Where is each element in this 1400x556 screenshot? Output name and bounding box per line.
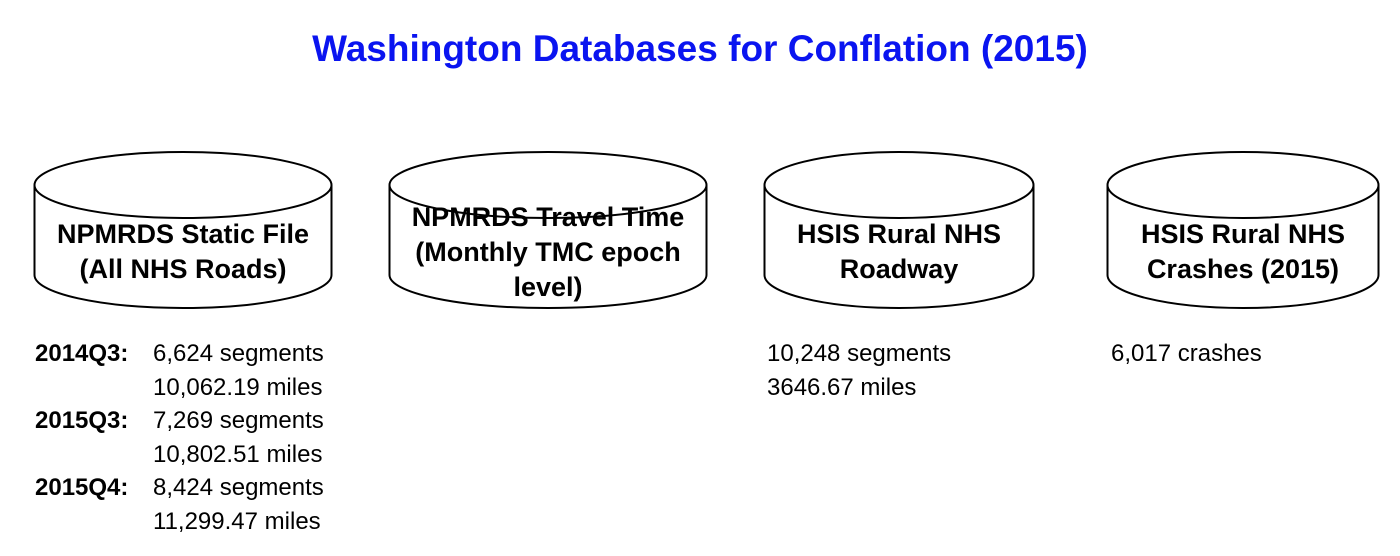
static-file-stats: 2014Q3: 6,624 segments 10,062.19 miles 2… [35,337,324,538]
database-label: HSIS Rural NHS Crashes (2015) [1106,217,1380,287]
stats-period: 2015Q3: [35,407,129,434]
stats-value: 8,424 segments [153,474,324,501]
cylinder-shape [1106,151,1380,309]
database-label-line: HSIS Rural NHS [796,219,1002,249]
database-label: HSIS Rural NHS Roadway [763,217,1035,287]
database-label-line: Crashes (2015) [1146,254,1340,284]
database-hsis-rural-nhs-roadway: HSIS Rural NHS Roadway [763,140,1035,320]
database-label-line: level) [513,272,583,302]
database-label: NPMRDS Static File (All NHS Roads) [33,217,333,287]
cylinder-shape [33,151,333,309]
database-label-line: (Monthly TMC epoch [415,237,681,267]
roadway-stats: 10,248 segments 3646.67 miles [767,337,951,404]
database-npmrds-travel-time: NPMRDS Travel Time (Monthly TMC epoch le… [388,140,708,320]
stats-row: 2015Q3: 7,269 segments 10,802.51 miles [35,404,324,471]
stats-period: 2015Q4: [35,474,129,501]
database-label-line: (All NHS Roads) [79,254,287,284]
stats-value: 10,802.51 miles [153,440,323,468]
stats-value: 10,248 segments [767,340,952,367]
database-npmrds-static-file: NPMRDS Static File (All NHS Roads) [33,140,333,320]
diagram-title: Washington Databases for Conflation (201… [312,28,1088,69]
stats-value: 11,299.47 miles [153,507,321,535]
database-label-line: NPMRDS Static File [56,219,310,249]
stats-period: 2014Q3: [35,340,129,367]
stats-value: 6,017 crashes [1111,340,1262,367]
cylinder-shape [763,151,1035,309]
stats-row: 2015Q4: 8,424 segments 11,299.47 miles [35,471,324,538]
stats-value: 7,269 segments [153,407,324,434]
stats-value: 3646.67 miles [767,373,917,401]
database-label-line: NPMRDS Travel Time [411,202,685,232]
database-hsis-rural-nhs-crashes: HSIS Rural NHS Crashes (2015) [1106,140,1380,320]
crashes-stats: 6,017 crashes [1111,337,1262,371]
stats-value: 10,062.19 miles [153,373,323,401]
database-label-line: HSIS Rural NHS [1140,219,1346,249]
stats-value: 6,624 segments [153,340,324,367]
database-label: NPMRDS Travel Time (Monthly TMC epoch le… [388,200,708,305]
stats-row: 2014Q3: 6,624 segments 10,062.19 miles [35,337,324,404]
database-label-line: Roadway [839,254,959,284]
cylinder-shape [388,151,708,309]
